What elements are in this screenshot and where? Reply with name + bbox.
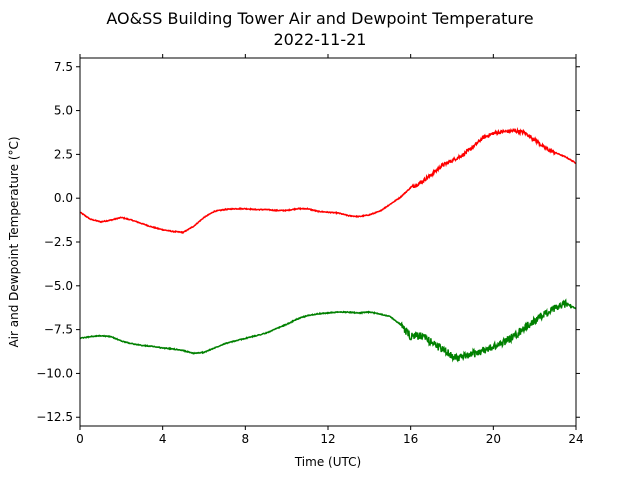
x-tick-label: 4 xyxy=(159,432,167,446)
x-tick-label: 20 xyxy=(486,432,501,446)
y-tick-label: 7.5 xyxy=(54,60,73,74)
x-tick-label: 8 xyxy=(242,432,250,446)
chart-subtitle: 2022-11-21 xyxy=(274,30,367,49)
x-tick-label: 0 xyxy=(76,432,84,446)
series-line-1 xyxy=(79,127,577,234)
y-tick-label: 5.0 xyxy=(54,104,73,118)
y-tick-label: −10.0 xyxy=(36,366,73,380)
x-tick-label: 16 xyxy=(403,432,418,446)
x-tick-label: 24 xyxy=(568,432,583,446)
y-tick-label: 0.0 xyxy=(54,191,73,205)
series-layer xyxy=(79,127,577,363)
y-axis-label: Air and Dewpoint Temperature (°C) xyxy=(7,136,21,347)
x-axis-label: Time (UTC) xyxy=(294,455,361,469)
y-tick-label: 2.5 xyxy=(54,147,73,161)
chart-title: AO&SS Building Tower Air and Dewpoint Te… xyxy=(106,9,533,28)
y-tick-label: −12.5 xyxy=(36,410,73,424)
plot-frame xyxy=(79,57,577,427)
y-tick-label: −7.5 xyxy=(44,323,73,337)
ticks-layer: 0 4 8 12 16 20 24 −12.5 −10.0 −7.5 −5.0 −2.5 0.0 2.5 5… xyxy=(36,54,584,446)
series-line-2 xyxy=(79,298,577,363)
x-tick-label: 12 xyxy=(320,432,335,446)
y-tick-label: −5.0 xyxy=(44,279,73,293)
y-tick-label: −2.5 xyxy=(44,235,73,249)
